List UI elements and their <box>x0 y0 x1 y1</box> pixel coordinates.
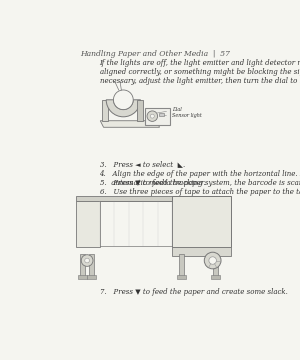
Circle shape <box>209 257 216 264</box>
Circle shape <box>150 114 154 118</box>
Polygon shape <box>100 121 160 127</box>
Circle shape <box>81 255 93 266</box>
Text: Dial: Dial <box>157 107 182 113</box>
FancyBboxPatch shape <box>172 195 231 247</box>
Text: 4.   Align the edge of the paper with the horizontal line. If you’re using the
 : 4. Align the edge of the paper with the … <box>100 170 300 188</box>
Circle shape <box>204 252 221 269</box>
FancyBboxPatch shape <box>87 275 96 279</box>
FancyBboxPatch shape <box>159 113 164 116</box>
Wedge shape <box>106 100 140 117</box>
Text: 3.   Press ◄ to select  ◣.: 3. Press ◄ to select ◣. <box>100 160 185 168</box>
FancyBboxPatch shape <box>179 254 184 277</box>
Polygon shape <box>102 100 108 121</box>
FancyBboxPatch shape <box>78 275 87 279</box>
Text: 6.   Use three pieces of tape to attach the paper to the take-up reel core.: 6. Use three pieces of tape to attach th… <box>100 188 300 196</box>
Polygon shape <box>172 247 231 256</box>
Text: Sensor light: Sensor light <box>164 113 202 118</box>
FancyBboxPatch shape <box>211 275 220 279</box>
Text: Handling Paper and Other Media  |  57: Handling Paper and Other Media | 57 <box>80 50 230 58</box>
Text: If the lights are off, the light emitter and light detector might not be
aligned: If the lights are off, the light emitter… <box>100 59 300 85</box>
FancyBboxPatch shape <box>80 254 85 277</box>
FancyBboxPatch shape <box>213 254 218 277</box>
FancyBboxPatch shape <box>76 195 231 202</box>
Text: 7.   Press ▼ to feed the paper and create some slack.: 7. Press ▼ to feed the paper and create … <box>100 288 287 296</box>
FancyBboxPatch shape <box>145 108 170 125</box>
Polygon shape <box>136 100 143 121</box>
Text: 5.   Press ▼ to feed the paper.: 5. Press ▼ to feed the paper. <box>100 179 205 187</box>
Circle shape <box>147 111 158 121</box>
FancyBboxPatch shape <box>89 254 94 277</box>
Circle shape <box>85 258 89 263</box>
Circle shape <box>113 90 133 109</box>
FancyBboxPatch shape <box>76 202 100 247</box>
FancyBboxPatch shape <box>177 275 186 279</box>
